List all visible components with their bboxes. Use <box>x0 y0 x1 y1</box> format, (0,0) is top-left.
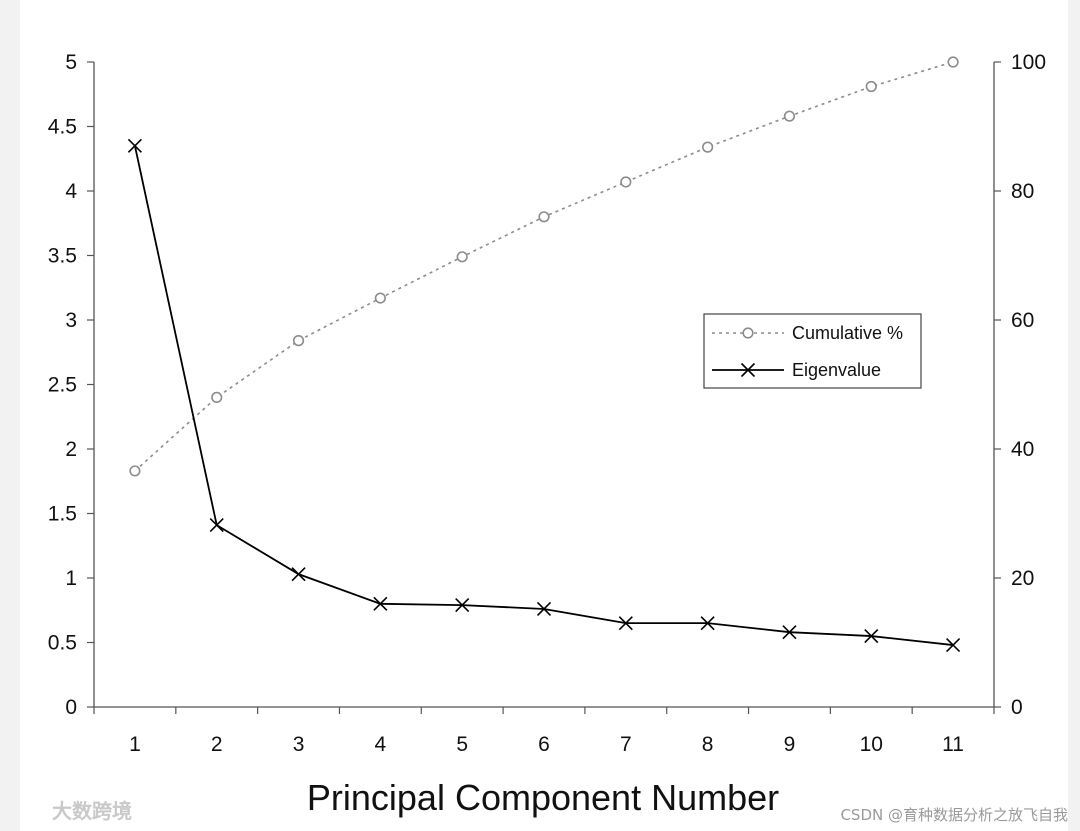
eigenvalue-point <box>618 616 633 631</box>
x-tick-label: 7 <box>620 733 632 756</box>
x-tick-label: 8 <box>702 733 714 756</box>
series-eigenvalue <box>127 138 961 653</box>
series-layer <box>127 56 961 653</box>
eigenvalue-point-stroke-b <box>536 601 552 617</box>
cumulative-point <box>129 465 141 477</box>
legend-cumulative-swatch-marker <box>742 327 754 339</box>
x-tick-label: 4 <box>375 733 387 756</box>
eigenvalue-point-stroke-b <box>782 625 797 640</box>
cumulative-point <box>702 141 714 153</box>
right-tick-label: 80 <box>1011 180 1034 203</box>
cumulative-point <box>374 292 386 304</box>
x-tick-label: 9 <box>784 733 796 756</box>
eigenvalue-point-stroke-b <box>618 616 633 631</box>
cumulative-point <box>783 110 796 122</box>
left-tick-label: 4 <box>65 180 77 203</box>
left-tick-label: 3 <box>65 309 77 332</box>
cumulative-point <box>211 391 223 404</box>
eigenvalue-point <box>455 598 470 613</box>
eigenvalue-point <box>373 596 388 611</box>
cumulative-point <box>865 80 877 93</box>
left-tick-label: 5 <box>65 51 77 74</box>
left-tick-label: 4.5 <box>48 116 77 139</box>
series-cumulative <box>129 56 959 477</box>
eigenvalue-point <box>127 138 142 153</box>
legend-eigenvalue-swatch-marker-stroke-b <box>740 362 756 378</box>
chart-panel <box>20 0 1068 831</box>
right-tick-label: 40 <box>1011 438 1034 461</box>
eigenvalue-point <box>209 518 224 533</box>
legend-eigenvalue-label: Eigenvalue <box>792 360 881 380</box>
left-tick-label: 1.5 <box>48 503 77 526</box>
eigenvalue-point <box>536 601 552 617</box>
left-tick-label: 1 <box>65 567 77 590</box>
eigenvalue-point-stroke-b <box>209 518 224 533</box>
eigenvalue-point <box>782 625 797 640</box>
eigenvalue-point-stroke-b <box>291 567 306 582</box>
legend: Cumulative % Eigenvalue <box>703 313 922 389</box>
x-tick-label: 10 <box>860 733 883 756</box>
eigenvalue-point-stroke-b <box>700 616 715 631</box>
left-tick-label: 0.5 <box>48 632 77 655</box>
cumulative-point <box>292 335 305 347</box>
watermark-left: 大数跨境 <box>52 799 132 823</box>
x-tick-label: 5 <box>456 733 468 756</box>
cumulative-point <box>620 176 632 188</box>
x-tick-label: 2 <box>211 733 223 756</box>
cumulative-point <box>538 211 550 223</box>
watermark-right: CSDN @育种数据分析之放飞自我 <box>840 806 1068 824</box>
cumulative-point <box>456 251 468 263</box>
left-tick-label: 2.5 <box>48 374 77 397</box>
eigenvalue-point-stroke-b <box>864 628 879 644</box>
right-tick-label: 0 <box>1011 696 1023 719</box>
legend-box <box>703 313 922 389</box>
left-tick-label: 0 <box>65 696 77 719</box>
eigenvalue-point <box>946 638 961 653</box>
x-tick-label: 3 <box>293 733 305 756</box>
eigenvalue-point-stroke-b <box>455 598 470 613</box>
eigenvalue-point <box>291 567 306 582</box>
eigenvalue-point <box>864 628 879 644</box>
cumulative-line <box>134 61 954 472</box>
x-axis-label: Principal Component Number <box>307 777 779 818</box>
right-tick-label: 60 <box>1011 309 1034 332</box>
eigenvalue-point <box>700 616 715 631</box>
left-tick-label: 3.5 <box>48 245 77 268</box>
x-tick-label: 11 <box>942 733 964 756</box>
x-tick-label: 6 <box>538 733 550 756</box>
left-tick-label: 2 <box>65 438 77 461</box>
axes: 0 0.5 1 1.5 2 2.5 3 3.5 4 4.5 5 0 20 40 60 80 100 1 2 3 4 5 6 7… <box>48 51 1046 756</box>
right-tick-label: 20 <box>1011 567 1034 590</box>
legend-eigenvalue-swatch-marker <box>740 362 756 378</box>
legend-cumulative-label: Cumulative % <box>792 323 903 343</box>
eigenvalue-point-stroke-b <box>127 138 142 153</box>
eigenvalue-point-stroke-b <box>946 638 961 653</box>
eigenvalue-point-stroke-b <box>373 596 388 611</box>
cumulative-point <box>947 56 959 68</box>
right-tick-label: 100 <box>1011 51 1046 74</box>
x-tick-label: 1 <box>129 733 141 756</box>
